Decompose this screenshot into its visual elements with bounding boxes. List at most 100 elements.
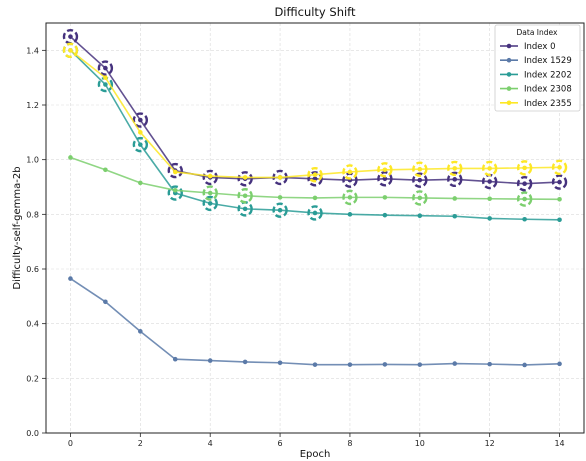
data-point (103, 299, 108, 305)
highlight-ring (342, 189, 358, 206)
highlight-ring (447, 171, 463, 188)
highlight-ring (307, 205, 323, 221)
data-point (452, 361, 458, 366)
data-point (522, 216, 527, 222)
data-point (68, 34, 73, 39)
data-point (103, 167, 108, 173)
data-point (417, 195, 423, 201)
highlight-ring (237, 171, 253, 187)
y-tick-label: 0.6 (26, 265, 39, 274)
data-point (242, 193, 248, 199)
data-point (382, 167, 388, 173)
data-point (277, 175, 283, 180)
plot-frame (45, 22, 585, 434)
data-point (522, 196, 527, 202)
legend-swatch-marker (506, 86, 512, 91)
data-point (347, 195, 353, 200)
data-point (417, 166, 423, 172)
highlight-ring (551, 159, 568, 176)
legend-swatch-marker (506, 57, 512, 63)
data-point (138, 180, 143, 186)
legend-swatch-marker (506, 43, 512, 49)
legend-label: Index 2355 (524, 99, 572, 109)
data-point (557, 361, 562, 367)
data-point (382, 195, 388, 200)
series-index-2308 (68, 155, 562, 207)
data-point (382, 176, 388, 182)
data-point (382, 212, 388, 218)
x-tick-label: 4 (208, 439, 213, 448)
data-point (452, 213, 458, 219)
x-tick-label: 0 (68, 439, 73, 448)
x-tick-label: 8 (347, 439, 352, 448)
data-point (452, 166, 458, 171)
data-point (312, 362, 318, 367)
data-point (557, 165, 562, 170)
highlight-ring (132, 112, 149, 128)
data-point (487, 166, 492, 171)
highlight-ring (97, 60, 114, 76)
data-point (207, 358, 213, 363)
data-point (487, 361, 492, 367)
data-point (172, 187, 178, 193)
legend-label: Index 2202 (524, 70, 572, 80)
legend: Data Index Index 0 Index 1529 Index 2202 In… (494, 24, 581, 112)
legend-swatch-marker (506, 72, 512, 77)
highlight-ring (377, 162, 393, 178)
data-point (138, 117, 143, 123)
data-point (242, 359, 248, 365)
series-index-2355 (62, 42, 568, 183)
data-point (417, 177, 423, 183)
highlight-ring (516, 191, 533, 207)
data-point (452, 177, 458, 182)
highlight-ring (342, 164, 358, 180)
x-axis-label: Epoch (300, 449, 331, 460)
y-tick-label: 0.8 (26, 210, 39, 219)
data-point (172, 356, 178, 362)
data-point (103, 82, 108, 87)
data-point (312, 172, 318, 177)
legend-label: Index 0 (524, 42, 556, 52)
data-point (382, 362, 388, 367)
data-point (68, 276, 73, 281)
chart-title: Difficulty Shift (274, 5, 356, 19)
data-point (207, 190, 213, 196)
data-point (172, 169, 178, 175)
x-tick-label: 14 (554, 439, 564, 448)
data-point (312, 195, 318, 201)
data-point (312, 210, 318, 216)
data-point (103, 75, 108, 80)
data-point (522, 165, 527, 171)
data-point (242, 206, 248, 212)
data-point (347, 212, 353, 217)
highlight-ring (272, 202, 288, 218)
data-point (242, 175, 248, 180)
data-point (138, 130, 143, 135)
y-tick-label: 0.0 (26, 429, 39, 438)
data-point (68, 48, 73, 53)
y-tick-label: 0.2 (26, 374, 39, 383)
legend-swatch-marker (506, 100, 512, 106)
data-point (277, 207, 283, 213)
axis-ticks: 0 2 4 6 8 10 12 14 0.0 0.2 0.4 0.6 0.8 1.0 1.2 1.4 (26, 46, 564, 448)
data-point (138, 329, 143, 334)
highlight-ring (167, 162, 183, 179)
y-axis-label: Difficulty-self-gemma-2b (12, 166, 23, 289)
highlight-ring (202, 169, 218, 186)
highlight-ring (516, 160, 533, 176)
highlight-ring (167, 185, 183, 201)
data-point (347, 362, 353, 367)
y-tick-label: 0.4 (26, 320, 39, 329)
data-point (522, 181, 527, 187)
data-point (417, 362, 423, 367)
data-point (277, 360, 283, 366)
data-point (68, 155, 73, 160)
highlight-ring (447, 160, 463, 177)
highlight-ring (202, 185, 218, 201)
series-index-0 (62, 28, 568, 192)
data-point (417, 213, 423, 218)
x-tick-label: 2 (138, 439, 143, 448)
data-point (487, 179, 492, 184)
data-point (452, 196, 458, 201)
